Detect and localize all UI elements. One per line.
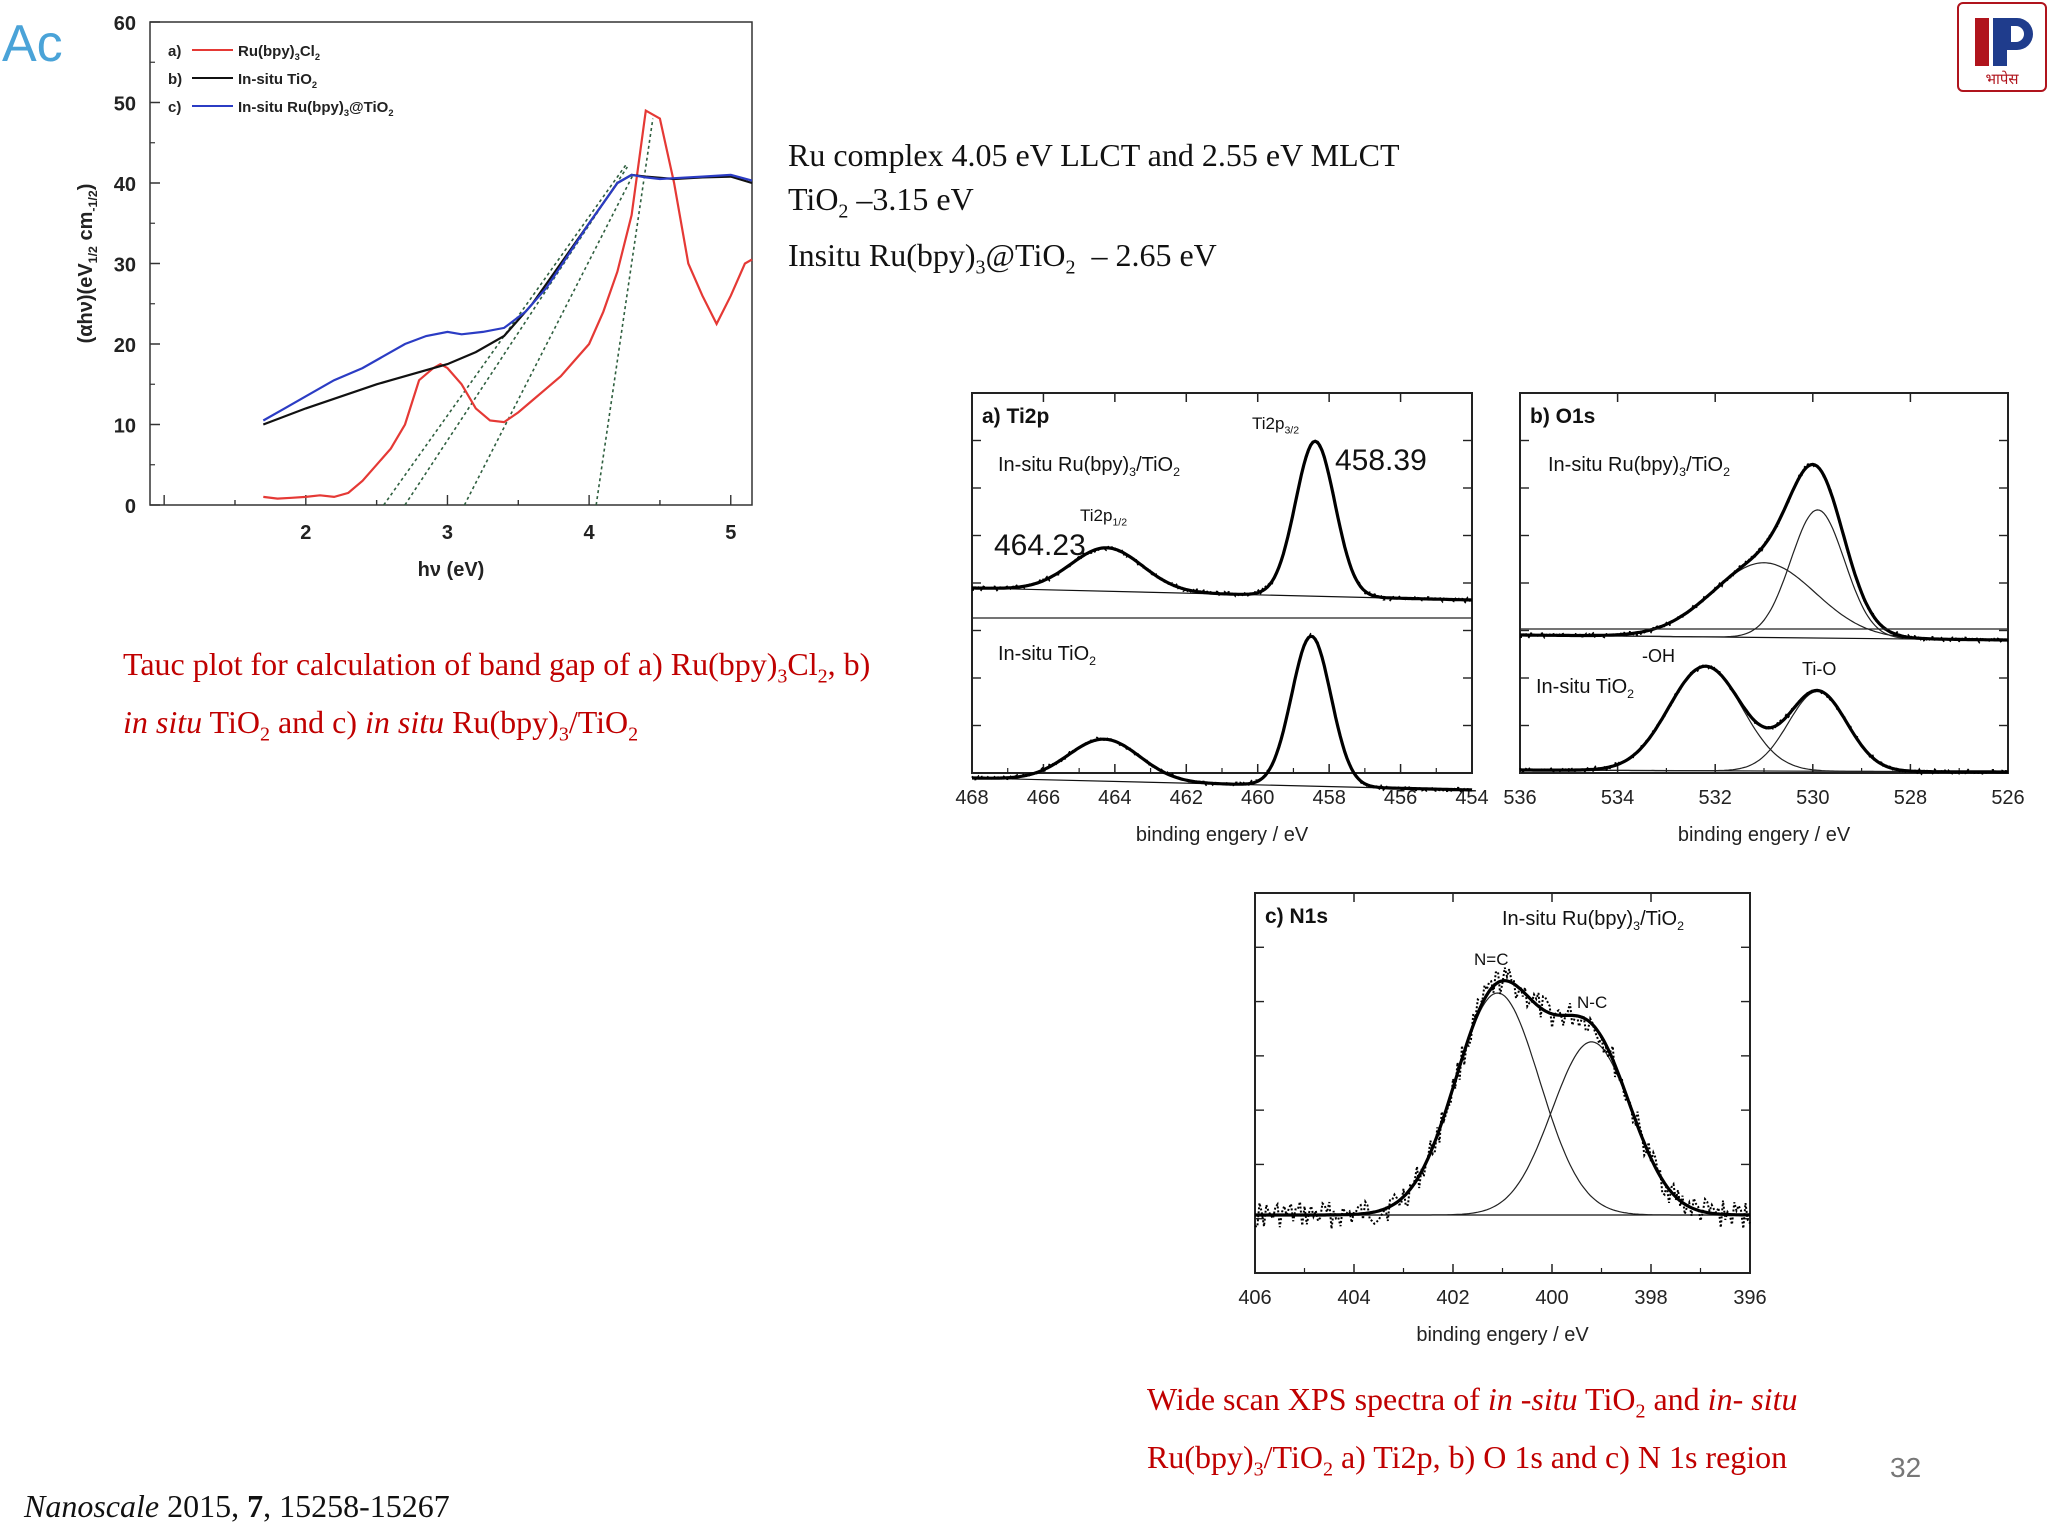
y-tick-label: 0 xyxy=(125,496,136,518)
x-tick-label: 462 xyxy=(1170,787,1203,809)
x-axis-label: binding engery / eV xyxy=(1416,1324,1589,1345)
legend-label: In-situ TiO2 xyxy=(238,71,317,90)
peak-value-464: 464.23 xyxy=(994,529,1086,562)
logo-mark-icon: भापेस xyxy=(1975,18,2033,88)
fit-envelope xyxy=(1520,462,2008,642)
x-tick-label: 5 xyxy=(725,522,736,544)
panel-title: a) Ti2p xyxy=(982,405,1049,428)
lower-sample-label: In-situ TiO2 xyxy=(1536,676,1634,701)
xps-ti2p-panel: 468 466 464 462 460 458 456 454 binding engery /… xyxy=(955,392,1489,846)
x-tick-label: 464 xyxy=(1098,787,1131,809)
xps-n1s-panel: 406 404 402 400 398 396 binding engery / eV c) … xyxy=(1238,892,1767,1345)
peak-value-458: 458.39 xyxy=(1335,444,1427,477)
logo-label: भापेस xyxy=(1985,70,2019,88)
experimental-data xyxy=(971,440,1473,604)
reference: Nanoscale 2015, 7, 15258-15267 xyxy=(24,1488,450,1524)
x-tick-label: 400 xyxy=(1535,1287,1568,1309)
upper-sample-label: In-situ Ru(bpy)3/TiO2 xyxy=(998,454,1180,479)
note-tio2: TiO2 –3.15 eV xyxy=(788,181,974,223)
x-tick-label: 404 xyxy=(1337,1287,1370,1309)
institute-logo: भापेस xyxy=(1957,2,2047,92)
series-line-1 xyxy=(263,108,753,500)
legend-key: c) xyxy=(168,99,181,116)
x-axis-label: binding engery / eV xyxy=(1678,824,1851,846)
legend-label: Ru(bpy)3Cl2 xyxy=(238,43,320,62)
x-axis-label: binding engery / eV xyxy=(1136,824,1309,846)
sample-label: In-situ Ru(bpy)3/TiO2 xyxy=(1502,908,1684,933)
component-label-nc-single: N-C xyxy=(1577,993,1607,1012)
component-label-oh: -OH xyxy=(1642,646,1675,666)
x-tick-label: 406 xyxy=(1238,1287,1271,1309)
x-tick-label: 534 xyxy=(1601,787,1634,809)
xps-frame xyxy=(1519,392,2009,774)
x-axis-label: hν (eV) xyxy=(418,559,485,581)
note-ru-complex: Ru complex 4.05 eV LLCT and 2.55 eV MLCT xyxy=(788,137,1400,173)
x-tick-label: 466 xyxy=(1027,787,1060,809)
lower-sample-label: In-situ TiO2 xyxy=(998,643,1096,668)
peak-label-ti2p32: Ti2p3/2 xyxy=(1252,414,1299,436)
note-insitu: Insitu Ru(bpy)3@TiO2 – 2.65 eV xyxy=(788,237,1217,279)
y-tick-label: 20 xyxy=(114,335,136,357)
x-tick-label: 4 xyxy=(584,522,596,544)
x-tick-label: 530 xyxy=(1796,787,1829,809)
component-curve xyxy=(1255,1041,1750,1216)
x-tick-label: 402 xyxy=(1436,1287,1469,1309)
y-axis-label: (αhν)(eV1/2 cm-1/2) xyxy=(75,184,100,344)
component-curve xyxy=(1520,509,2008,641)
x-tick-label: 2 xyxy=(300,522,311,544)
band-gap-notes: Ru complex 4.05 eV LLCT and 2.55 eV MLCT… xyxy=(788,133,1400,290)
tauc-plot: 0 10 20 30 40 50 60 2 3 4 5 hν (eV) (αhν)(eV1/2 cm-1… xyxy=(75,13,753,581)
y-tick-label: 30 xyxy=(114,255,136,277)
x-tick-label: 398 xyxy=(1634,1287,1667,1309)
upper-sample-label: In-situ Ru(bpy)3/TiO2 xyxy=(1548,454,1730,479)
tauc-caption: Tauc plot for calculation of band gap of… xyxy=(123,646,871,746)
panel-title: b) O1s xyxy=(1530,405,1595,428)
component-label-nc-double: N=C xyxy=(1474,950,1508,969)
legend-key: b) xyxy=(168,71,182,88)
y-tick-label: 40 xyxy=(114,174,136,196)
x-tick-label: 396 xyxy=(1733,1287,1766,1309)
fit-envelope xyxy=(1255,978,1750,1217)
experimental-data xyxy=(971,632,1473,793)
panel-title: c) N1s xyxy=(1265,905,1328,928)
page-number: 32 xyxy=(1890,1452,1922,1483)
component-curve xyxy=(1520,690,2008,773)
y-tick-label: 10 xyxy=(114,416,136,438)
x-tick-label: 528 xyxy=(1894,787,1927,809)
experimental-data xyxy=(1519,462,2009,645)
component-curve xyxy=(1255,992,1750,1216)
x-tick-label: 468 xyxy=(955,787,988,809)
x-tick-label: 526 xyxy=(1991,787,2024,809)
xps-caption: Wide scan XPS spectra of in -situ TiO2 a… xyxy=(1147,1381,1798,1481)
series-line-3 xyxy=(262,173,753,422)
x-tick-label: 532 xyxy=(1699,787,1732,809)
y-tick-label: 50 xyxy=(114,94,136,116)
x-tick-label: 458 xyxy=(1312,787,1345,809)
legend-key: a) xyxy=(168,43,181,60)
x-tick-label: 3 xyxy=(442,522,453,544)
legend-label: In-situ Ru(bpy)3@TiO2 xyxy=(238,99,394,118)
x-tick-label: 460 xyxy=(1241,787,1274,809)
experimental-data xyxy=(1254,967,1751,1229)
tauc-plot-frame xyxy=(149,21,753,506)
xps-o1s-panel: 536 534 532 530 528 526 binding engery / eV b) … xyxy=(1503,392,2025,846)
x-tick-label: 456 xyxy=(1384,787,1417,809)
peak-label-ti2p12: Ti2p1/2 xyxy=(1080,506,1127,528)
tangent-line xyxy=(595,118,654,506)
x-tick-label: 536 xyxy=(1503,787,1536,809)
experimental-data xyxy=(1519,663,2009,776)
slide-title-fragment: Ac xyxy=(2,15,63,73)
y-tick-label: 60 xyxy=(114,13,136,35)
tangent-line xyxy=(463,174,634,506)
x-tick-label: 454 xyxy=(1455,787,1488,809)
component-label-tio: Ti-O xyxy=(1802,659,1836,679)
